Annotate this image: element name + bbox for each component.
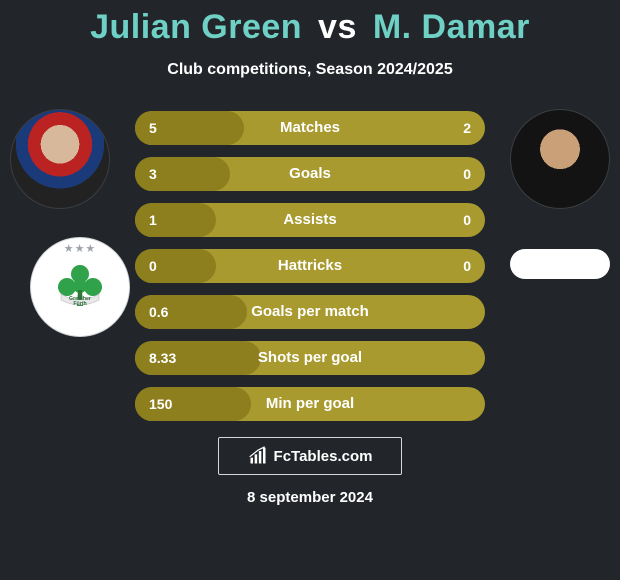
stat-row: 8.33Shots per goal xyxy=(135,341,485,375)
club-stars-icon: ★★★ xyxy=(64,242,97,255)
player1-club-badge: ★★★ Greuther Fürth xyxy=(30,237,130,337)
stat-value-left: 8.33 xyxy=(149,341,176,375)
bar-inner xyxy=(135,203,216,237)
stat-bars: 52Matches30Goals10Assists00Hattricks0.6G… xyxy=(135,109,485,421)
stat-value-right: 0 xyxy=(463,157,471,191)
player2-club-pill xyxy=(510,249,610,279)
fctables-logo: FcTables.com xyxy=(218,437,402,475)
bar-chart-icon xyxy=(248,446,268,466)
stat-row: 150Min per goal xyxy=(135,387,485,421)
player2-name: M. Damar xyxy=(373,8,530,46)
clover-icon: Greuther Fürth xyxy=(53,260,107,314)
player1-avatar xyxy=(10,109,110,209)
stat-row: 10Assists xyxy=(135,203,485,237)
stat-value-left: 1 xyxy=(149,203,157,237)
stat-row: 00Hattricks xyxy=(135,249,485,283)
stat-value-left: 0.6 xyxy=(149,295,168,329)
stat-row: 30Goals xyxy=(135,157,485,191)
vs-text: vs xyxy=(318,8,357,46)
svg-text:Fürth: Fürth xyxy=(73,301,86,307)
stat-value-right: 0 xyxy=(463,249,471,283)
stat-value-left: 0 xyxy=(149,249,157,283)
bar-inner xyxy=(135,249,216,283)
player1-name: Julian Green xyxy=(90,8,302,46)
stat-value-left: 5 xyxy=(149,111,157,145)
comparison-title: Julian Green vs M. Damar xyxy=(0,0,620,47)
stat-value-left: 150 xyxy=(149,387,172,421)
logo-text: FcTables.com xyxy=(274,448,373,465)
stat-value-right: 2 xyxy=(463,111,471,145)
content-area: ★★★ Greuther Fürth 52Matches30Goals10Ass… xyxy=(0,109,620,421)
stat-value-right: 0 xyxy=(463,203,471,237)
stat-row: 0.6Goals per match xyxy=(135,295,485,329)
subtitle: Club competitions, Season 2024/2025 xyxy=(0,61,620,79)
stat-row: 52Matches xyxy=(135,111,485,145)
player2-avatar xyxy=(510,109,610,209)
date-label: 8 september 2024 xyxy=(0,489,620,506)
stat-value-left: 3 xyxy=(149,157,157,191)
